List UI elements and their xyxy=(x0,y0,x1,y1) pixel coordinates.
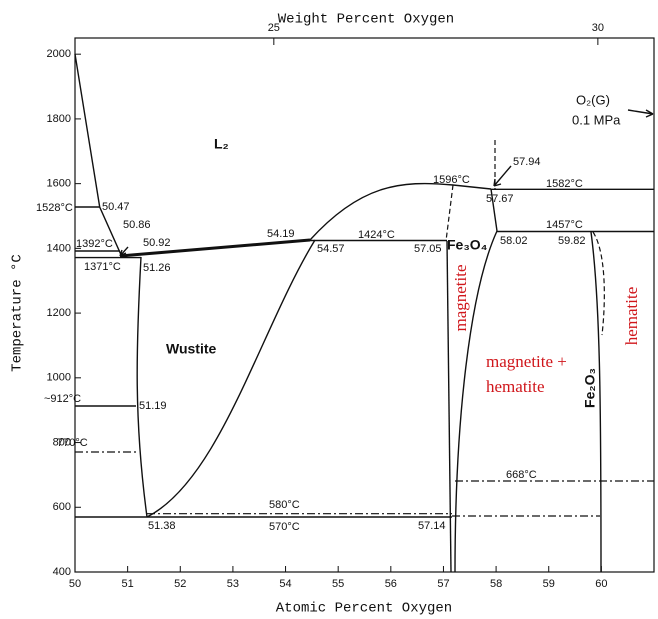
point-label: 770°C xyxy=(57,437,88,449)
x-tick-label: 56 xyxy=(385,578,397,590)
liquidus-line xyxy=(74,53,123,258)
wustite-left xyxy=(136,256,148,518)
point-label: 1582°C xyxy=(546,178,583,190)
point-label: 570°C xyxy=(269,521,300,533)
boundary xyxy=(119,238,311,258)
y-tick-label: 400 xyxy=(53,566,71,578)
arrow xyxy=(493,165,512,187)
x2-axis-title: Weight Percent Oxygen xyxy=(278,12,454,28)
x-tick-label: 51 xyxy=(122,578,134,590)
x-tick-label: 60 xyxy=(595,578,607,590)
dashed-boundary xyxy=(592,231,605,336)
phase-boundaries xyxy=(74,53,654,573)
point-label: 57.67 xyxy=(486,193,514,205)
point-label: 50.86 xyxy=(123,219,151,231)
y-tick-label: 1400 xyxy=(47,242,71,254)
x2-tick-label: 25 xyxy=(268,22,280,34)
arrow xyxy=(119,246,129,257)
point-label: 54.57 xyxy=(317,243,345,255)
point-label: 59.82 xyxy=(558,235,586,247)
point-label: ~912°C xyxy=(44,393,81,405)
x-tick-label: 58 xyxy=(490,578,502,590)
point-label: 51.19 xyxy=(139,400,167,412)
point-label: 1596°C xyxy=(433,174,470,186)
x-tick-label: 57 xyxy=(437,578,449,590)
point-label: 668°C xyxy=(506,469,537,481)
y-tick-label: 800 xyxy=(53,436,71,448)
region-label: L₂ xyxy=(214,136,229,152)
point-label: 580°C xyxy=(269,499,300,511)
hematite-boundary xyxy=(590,231,602,573)
x-axis-title: Atomic Percent Oxygen xyxy=(276,601,452,617)
point-label: 57.05 xyxy=(414,243,442,255)
point-label: 1528°C xyxy=(36,202,73,214)
region-label: Fe₃O₄ xyxy=(447,237,487,253)
phase-note: magnetite xyxy=(451,264,470,331)
point-label: 50.47 xyxy=(102,201,130,213)
region-label: Wustite xyxy=(166,341,217,357)
point-label: 51.26 xyxy=(143,262,171,274)
point-label: 1371°C xyxy=(84,261,121,273)
point-label: 0.1 MPa xyxy=(572,112,621,127)
x-tick-label: 52 xyxy=(174,578,186,590)
y-tick-label: 2000 xyxy=(47,48,71,60)
magnetite-left xyxy=(446,240,452,573)
arrow xyxy=(627,109,654,118)
x-tick-label: 53 xyxy=(227,578,239,590)
phase-note: hematite xyxy=(622,287,641,346)
point-label: 57.14 xyxy=(418,520,446,532)
point-label: 51.38 xyxy=(148,520,176,532)
point-label: 57.94 xyxy=(513,156,541,168)
x2-tick-label: 30 xyxy=(592,22,604,34)
y-tick-label: 1600 xyxy=(47,178,71,190)
y-tick-label: 1800 xyxy=(47,113,71,125)
plot-frame xyxy=(74,37,655,573)
y-tick-label: 1200 xyxy=(47,307,71,319)
dashed-boundary xyxy=(445,184,454,242)
region-label: Fe₂O₃ xyxy=(582,368,598,408)
y-tick-label: 600 xyxy=(53,501,71,513)
point-label: 58.02 xyxy=(500,235,528,247)
point-label: 1424°C xyxy=(358,229,395,241)
y-axis-title: Temperature °C xyxy=(10,254,26,372)
x-tick-label: 54 xyxy=(279,578,291,590)
liquidus-dome xyxy=(309,182,492,241)
point-label: 50.92 xyxy=(143,237,171,249)
phase-note: hematite xyxy=(486,377,545,396)
point-label: O₂(G) xyxy=(576,92,610,107)
x-tick-label: 59 xyxy=(543,578,555,590)
x-tick-label: 50 xyxy=(69,578,81,590)
point-label: 1392°C xyxy=(76,238,113,250)
boundary xyxy=(490,188,498,232)
y-tick-label: 1000 xyxy=(47,372,71,384)
x-tick-label: 55 xyxy=(332,578,344,590)
point-label: 1457°C xyxy=(546,219,583,231)
magnetite-right xyxy=(454,230,498,573)
point-label: 54.19 xyxy=(267,228,295,240)
phase-note: magnetite + xyxy=(486,352,567,371)
wustite-right xyxy=(146,239,316,518)
